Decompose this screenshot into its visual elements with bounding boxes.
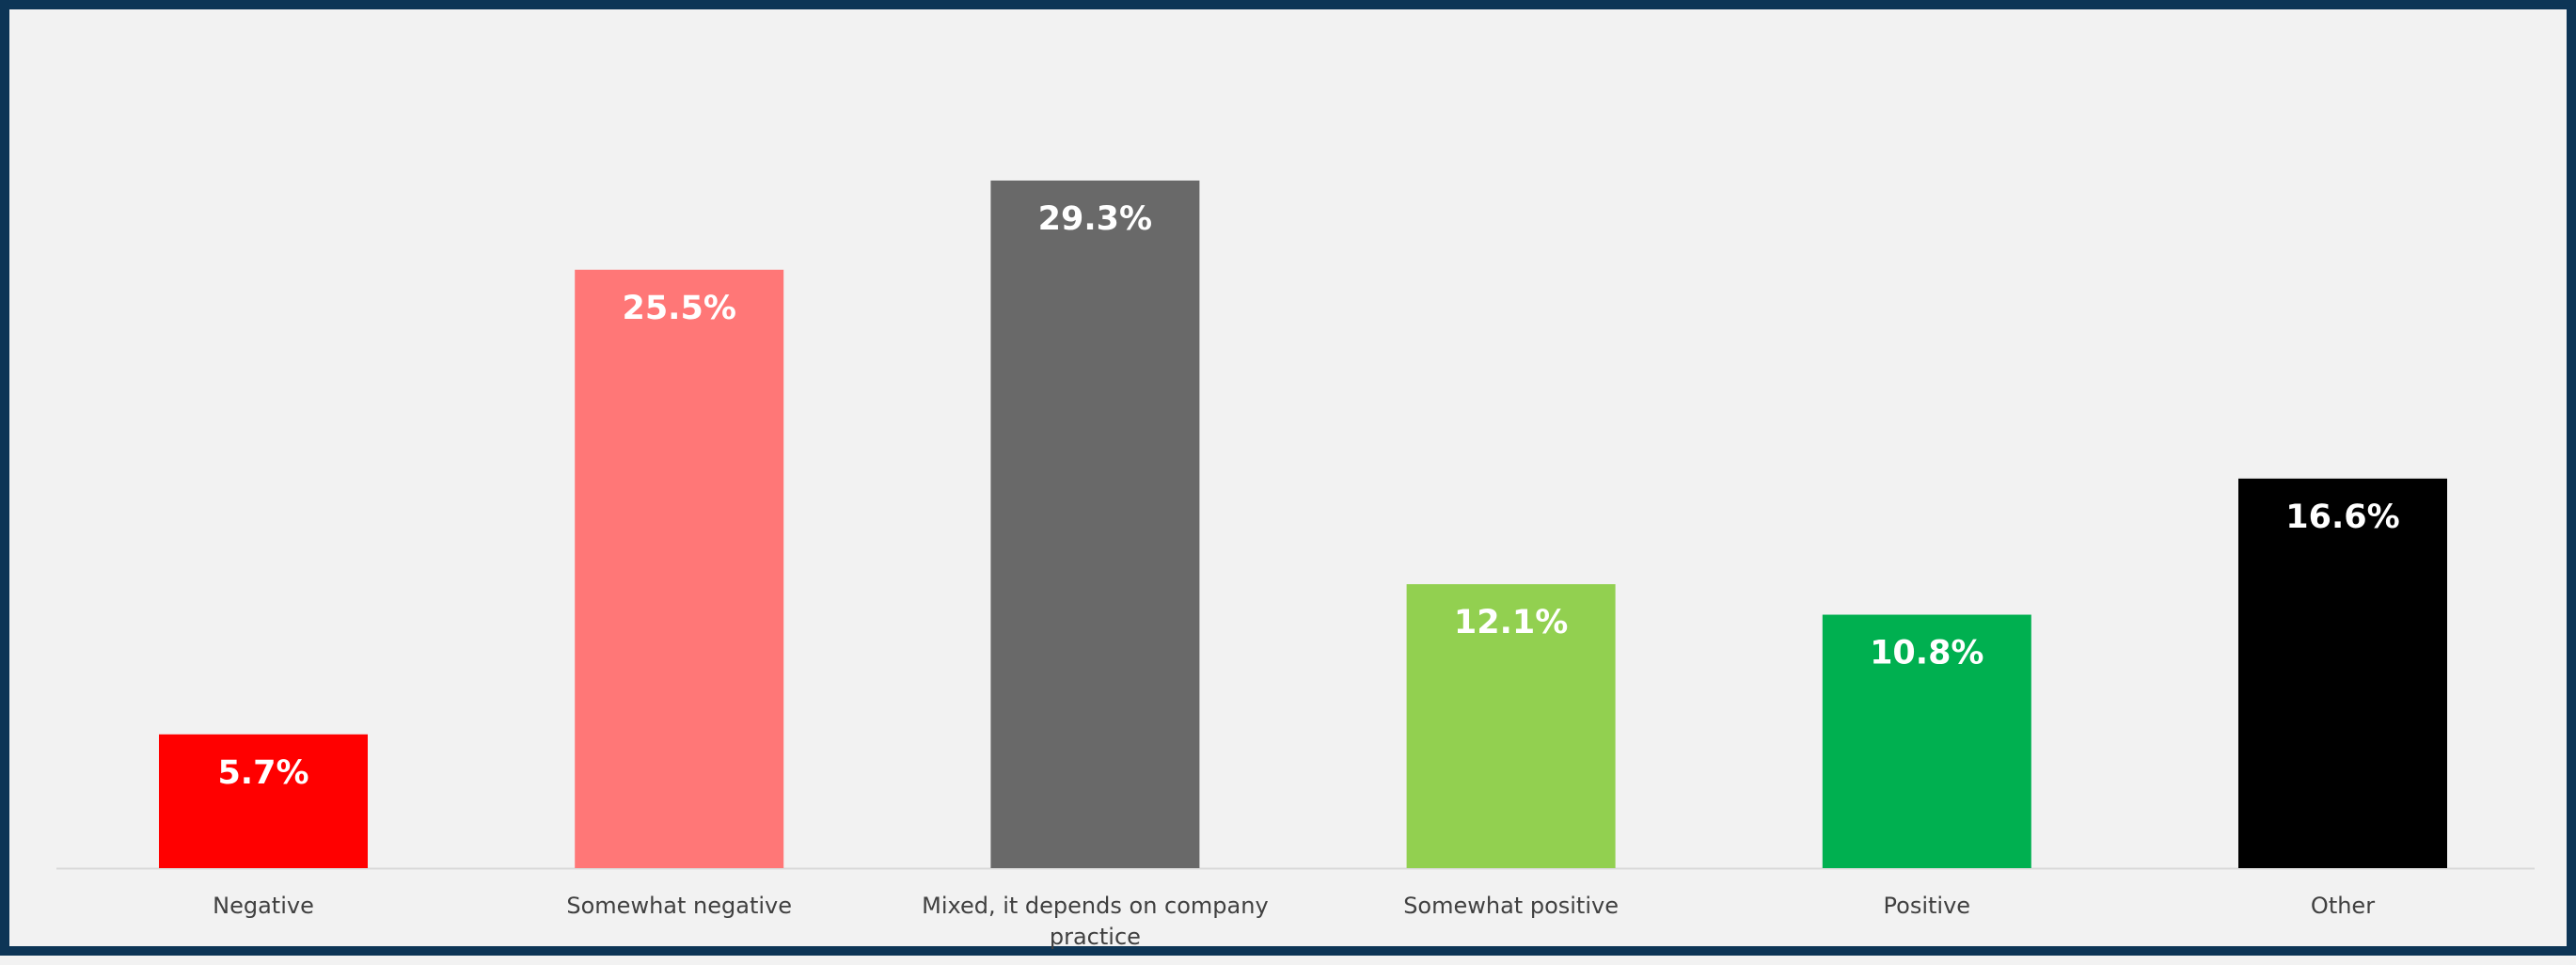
bar-value-label-5: 16.6% [2285, 498, 2399, 536]
category-label-0: Negative [213, 893, 314, 919]
category-label-5: Other [2311, 893, 2375, 919]
bar-4 [1822, 614, 2031, 868]
category-label-3: Somewhat positive [1403, 893, 1619, 919]
bar-value-label-0: 5.7% [217, 754, 308, 792]
bar-3 [1406, 584, 1616, 868]
bar-chart: 5.7% Negative 25.5% Somewhat negative 29.3% M… [56, 180, 2535, 950]
bar-5 [2238, 478, 2447, 868]
category-label-2: Mixed, it depends on company practice [922, 893, 1269, 950]
bar-value-label-1: 25.5% [622, 290, 735, 327]
bar-0 [159, 734, 368, 868]
category-label-1: Somewhat negative [566, 893, 792, 919]
bar-value-label-4: 10.8% [1870, 635, 1983, 672]
bar-1 [575, 269, 784, 868]
bar-2 [990, 180, 1200, 869]
bar-value-label-3: 12.1% [1454, 604, 1568, 641]
bar-value-label-2: 29.3% [1038, 200, 1152, 238]
category-label-4: Positive [1884, 893, 1971, 919]
